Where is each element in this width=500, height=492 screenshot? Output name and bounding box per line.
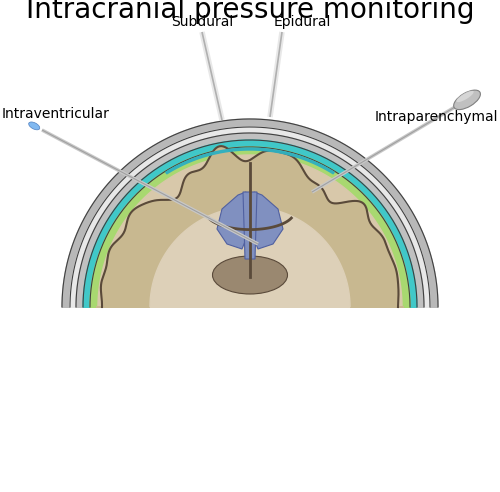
Polygon shape	[98, 155, 402, 307]
Text: Intraparenchymal: Intraparenchymal	[374, 110, 498, 124]
Polygon shape	[243, 192, 257, 259]
Polygon shape	[62, 119, 438, 307]
Polygon shape	[166, 148, 334, 174]
Ellipse shape	[454, 90, 480, 110]
Polygon shape	[70, 127, 430, 307]
Text: Intraventricular: Intraventricular	[2, 107, 110, 121]
Polygon shape	[254, 192, 283, 249]
Text: Epidural: Epidural	[274, 15, 330, 29]
Ellipse shape	[212, 256, 288, 294]
Polygon shape	[96, 146, 404, 307]
Polygon shape	[76, 133, 424, 307]
Polygon shape	[150, 207, 350, 307]
Ellipse shape	[28, 122, 40, 130]
Polygon shape	[83, 140, 417, 307]
Ellipse shape	[184, 271, 232, 299]
Polygon shape	[90, 147, 410, 307]
Polygon shape	[217, 192, 246, 249]
Text: Subdural: Subdural	[171, 15, 233, 29]
Text: Intracranial pressure monitoring: Intracranial pressure monitoring	[26, 0, 474, 24]
Ellipse shape	[456, 91, 473, 102]
Ellipse shape	[268, 271, 316, 299]
